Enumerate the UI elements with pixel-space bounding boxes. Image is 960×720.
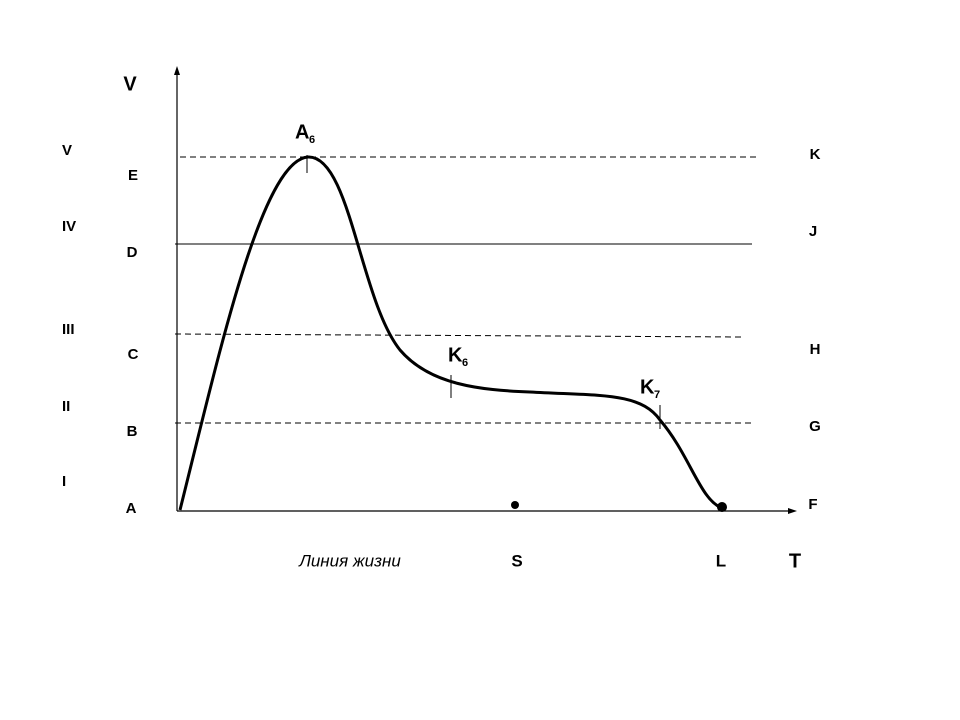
level-left: D (127, 244, 138, 261)
level-left: B (127, 423, 138, 440)
level-left: E (128, 167, 138, 184)
point-sub: 7 (654, 389, 660, 401)
point-sub: 6 (462, 357, 468, 369)
y-arrow (174, 66, 180, 75)
point-label: K (448, 344, 463, 366)
level-left: C (128, 346, 139, 363)
roman: V (62, 142, 72, 159)
x-label: T (789, 550, 801, 572)
roman: II (62, 398, 70, 415)
point-label: A (295, 121, 309, 143)
timeline-s: S (511, 551, 522, 570)
level-left: A (126, 500, 137, 517)
y-label: V (123, 73, 137, 95)
level-right: G (809, 418, 821, 435)
level-right: K (810, 146, 821, 163)
roman: IV (62, 218, 76, 235)
timeline-caption: Линия жизни (298, 551, 401, 570)
timeline-l: L (716, 551, 726, 570)
roman: III (62, 321, 75, 338)
level-right: J (809, 223, 817, 240)
level-right: F (808, 496, 817, 513)
point-l (717, 502, 727, 512)
level-line (174, 333, 743, 338)
point-sub: 6 (309, 134, 315, 146)
level-right: H (810, 341, 821, 358)
point-s (511, 501, 519, 509)
roman: I (62, 473, 66, 490)
x-arrow (788, 508, 797, 514)
point-label: K (640, 376, 655, 398)
